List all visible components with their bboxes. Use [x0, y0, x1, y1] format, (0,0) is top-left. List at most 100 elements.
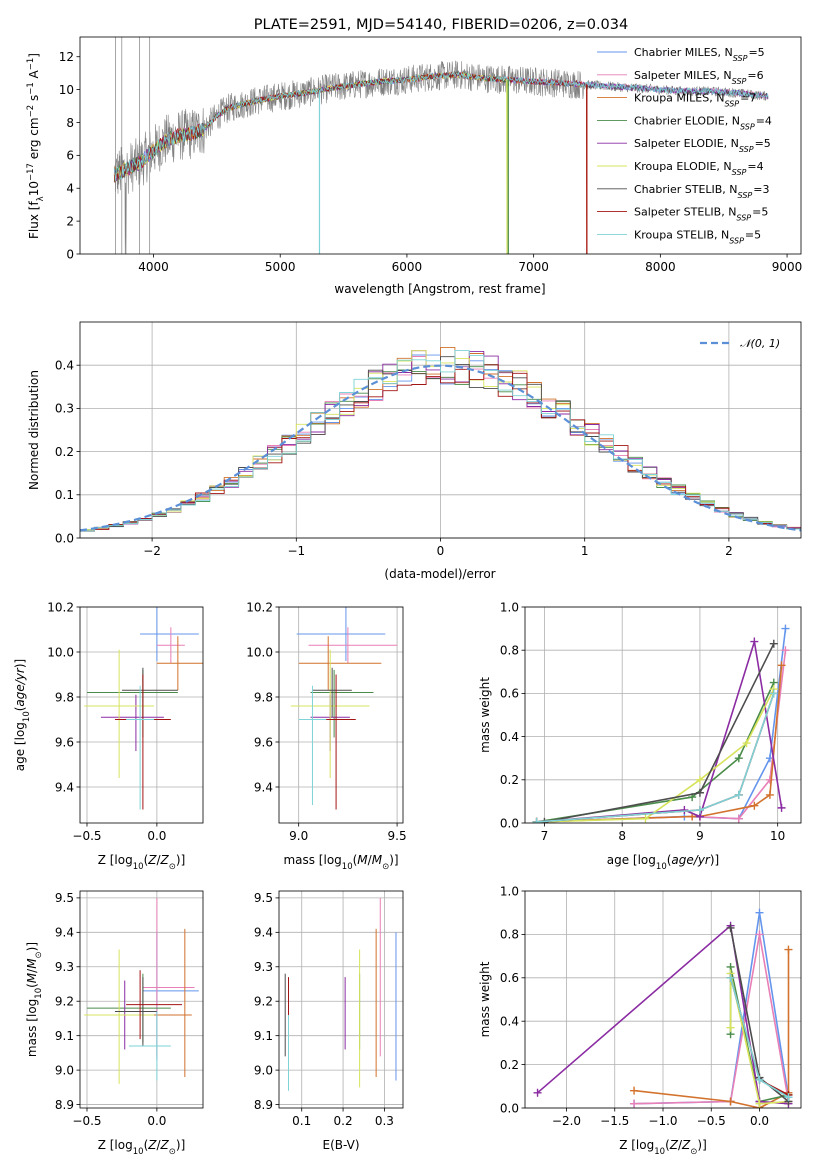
label-part: Z — [160, 853, 170, 867]
observed-spectrum-line — [113, 60, 769, 254]
legend-sub: SSP — [732, 76, 747, 85]
y-tick-label: 9.3 — [55, 960, 74, 974]
mass-weight-marker — [784, 945, 793, 954]
x-tick-label: 9.0 — [289, 829, 308, 843]
mass-weight-marker — [533, 1088, 542, 1097]
legend-text: =4 — [756, 114, 772, 127]
axes-frame — [278, 890, 404, 1109]
mass-weight-marker — [777, 661, 786, 670]
legend-text: =4 — [747, 160, 763, 173]
mass-weight-marker — [695, 788, 704, 797]
y-tick-label: 9.1 — [254, 1029, 273, 1043]
y-tick-label: 9.0 — [254, 1063, 273, 1077]
mass-weight-marker — [750, 801, 759, 810]
age_vs_Z-x-label: Z [log10(Z/Z⊙)] — [98, 853, 186, 872]
y-tick-label: 9.4 — [55, 780, 74, 794]
label-part: Z — [681, 1138, 691, 1152]
residuals-x-label: (data-model)/error — [384, 567, 495, 581]
x-tick-label: 9.5 — [388, 829, 407, 843]
normal-curve — [80, 364, 801, 532]
plot-content — [84, 897, 199, 1084]
mass-weight-marker — [777, 803, 786, 812]
label-part: )] — [697, 1138, 706, 1152]
mass-weight-marker — [695, 806, 704, 815]
y-tick-label: 10.0 — [47, 645, 74, 659]
y-tick-label: 1.0 — [500, 600, 519, 614]
label-part: / — [368, 853, 373, 867]
label-part: Flux [f — [27, 201, 41, 239]
label-part: 10 — [34, 988, 44, 999]
mass-weight-series-line — [633, 949, 790, 1108]
grid — [279, 606, 403, 823]
legend-label: Salpeter MILES, NSSP=6 — [634, 69, 764, 86]
mass-weight-series-line — [729, 973, 789, 1105]
y-tick-label: 10.0 — [246, 645, 273, 659]
x-tick-label: 0.3 — [375, 1114, 394, 1128]
y-tick-label: 8.9 — [254, 1098, 273, 1112]
mass-weight-marker — [769, 689, 778, 698]
y-tick-label: 0.8 — [500, 644, 519, 658]
mass-weight-marker — [755, 930, 764, 939]
x-tick-label: −2.0 — [552, 1114, 581, 1128]
axes-frame — [79, 890, 204, 1109]
y-tick-label: 9.6 — [55, 735, 74, 749]
mass-weight-marker — [641, 814, 650, 823]
x-tick-label: 8 — [618, 829, 626, 843]
y-tick-label: 0.4 — [500, 1015, 519, 1029]
legend-sub: SSP — [724, 99, 739, 108]
x-tick-label: 9000 — [772, 260, 803, 274]
massweight_vs_Z-x-label: Z [log10(Z/Z⊙)] — [619, 1138, 707, 1157]
label-part: Z [log — [98, 853, 133, 867]
label-part: / — [25, 968, 39, 973]
y-tick-label: 9.5 — [55, 891, 74, 905]
mass-weight-marker — [781, 624, 790, 633]
label-part: 10 — [656, 862, 667, 872]
label-part: ⊙ — [690, 1147, 697, 1157]
label-part: ( — [25, 983, 39, 988]
axes-frame — [79, 606, 204, 824]
label-part: −1 — [26, 82, 36, 95]
label-part: Z — [147, 1138, 157, 1152]
legend-text: Chabrier STELIB, N — [634, 183, 738, 196]
mass-weight-marker — [726, 1097, 735, 1106]
y-tick-label: 0.0 — [55, 531, 74, 545]
x-tick-label: 5000 — [265, 260, 296, 274]
label-part: 10 — [133, 1147, 144, 1157]
residuals-panel: −2 −1 0 1 2 0.0 0.1 0.2 0.3 0.4 (data-model)/error… — [27, 321, 802, 581]
mass-weight-marker — [726, 923, 735, 932]
mass-weight-marker — [680, 806, 689, 815]
mass-weight-marker — [630, 1099, 639, 1108]
legend-sub: SSP — [736, 213, 751, 222]
legend-text: =5 — [745, 228, 761, 241]
label-part: (data-model)/error — [384, 567, 495, 581]
legend-sub: SSP — [729, 236, 744, 245]
y-tick-label: 0 — [66, 247, 74, 261]
y-tick-label: 4 — [66, 182, 74, 196]
spectrum-panel: 4000 5000 6000 7000 8000 9000 0 2 4 6 8 10 12 wavelen… — [26, 36, 803, 296]
label-part: ⊙ — [169, 862, 176, 872]
legend-text: =6 — [747, 69, 763, 82]
x-tick-label: 4000 — [138, 260, 169, 274]
legend-label: Kroupa STELIB, NSSP=5 — [634, 228, 761, 245]
label-part: )] — [13, 659, 27, 668]
label-part: )] — [176, 1138, 185, 1152]
y-tick-label: 0.0 — [500, 1101, 519, 1115]
mass-weight-marker — [742, 739, 751, 748]
mass_vs_Z-x-label: Z [log10(Z/Z⊙)] — [98, 1138, 186, 1157]
y-tick-label: 6 — [66, 149, 74, 163]
legend-sub: SSP — [740, 122, 755, 131]
label-part: mass [log — [283, 853, 341, 867]
figure-title: PLATE=2591, MJD=54140, FIBERID=0206, z=0… — [254, 17, 628, 33]
legend-sub: SSP — [738, 190, 753, 199]
label-part: age/yr — [671, 853, 710, 867]
label-part: 10 — [27, 181, 41, 196]
massweight_vs_age-y-label: mass weight — [478, 677, 492, 753]
legend-text: =3 — [753, 183, 769, 196]
label-part: )] — [710, 853, 719, 867]
model-spectrum-line — [113, 71, 769, 182]
age_vs_mass-x-label: mass [log10(M/M⊙)] — [283, 853, 398, 872]
mass-weight-vs-metallicity-panel: −2.0 −1.5 −1.0 −0.5 0.0 0.0 0.2 0.4 0.6 0.8 1.0 Z [… — [478, 884, 802, 1157]
spectrum-y-label: Flux [fλ10−17 erg cm−2 s−1 A−1] — [26, 53, 46, 239]
label-part: s — [27, 95, 41, 105]
